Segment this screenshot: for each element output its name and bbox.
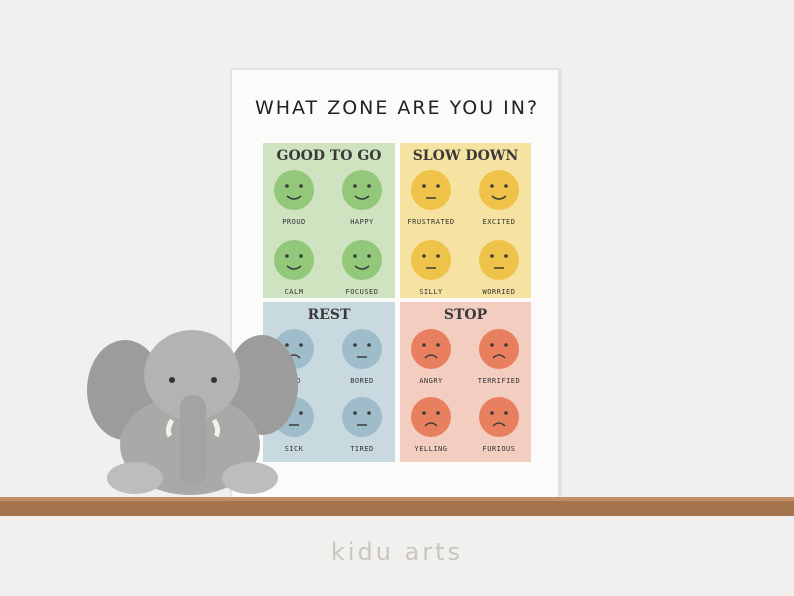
emotion-label: BORED: [350, 377, 374, 385]
face-mouth: [491, 195, 507, 200]
face-mouth: [354, 265, 370, 270]
face: [342, 397, 382, 437]
emotion-label: ANGRY: [419, 377, 443, 385]
face-mouth: [286, 265, 302, 270]
emotion-label: HAPPY: [350, 218, 374, 226]
face: [479, 329, 519, 369]
zone-name: STOP: [444, 307, 488, 323]
face-eye: [490, 184, 494, 188]
emotion-label: WORRIED: [482, 288, 515, 296]
emotion-label: TIRED: [350, 445, 374, 453]
face-eye: [490, 343, 494, 347]
face-eye: [422, 343, 426, 347]
zone-name: GOOD TO GO: [277, 148, 382, 164]
face: [274, 240, 314, 280]
emotion-label: YELLING: [414, 445, 447, 453]
face-eye: [285, 184, 289, 188]
face: [342, 329, 382, 369]
face-eye: [353, 343, 357, 347]
face-mouth: [492, 354, 506, 359]
emotion-label: SILLY: [419, 288, 443, 296]
face: [274, 170, 314, 210]
face-eye: [367, 254, 371, 258]
face: [479, 170, 519, 210]
poster-title: WHAT ZONE ARE YOU IN?: [255, 97, 539, 119]
face-eye: [490, 254, 494, 258]
face-mouth: [492, 422, 506, 427]
emotion-label: TERRIFIED: [478, 377, 520, 385]
face-eye: [285, 343, 289, 347]
face: [411, 329, 451, 369]
face: [342, 170, 382, 210]
face-eye: [422, 411, 426, 415]
face-eye: [353, 254, 357, 258]
face-eye: [299, 411, 303, 415]
face-eye: [299, 343, 303, 347]
face-eye: [490, 411, 494, 415]
emotion-label: FURIOUS: [482, 445, 515, 453]
face-eye: [436, 254, 440, 258]
face-eye: [422, 254, 426, 258]
emotion-label: SICK: [285, 445, 304, 453]
face-eye: [367, 343, 371, 347]
face-eye: [299, 254, 303, 258]
face: [411, 397, 451, 437]
watermark: kidu arts: [331, 538, 463, 566]
emotion-label: EXCITED: [482, 218, 515, 226]
face-eye: [299, 184, 303, 188]
face-eye: [504, 343, 508, 347]
face-eye: [353, 411, 357, 415]
shelf-top: [0, 497, 794, 501]
face-eye: [367, 411, 371, 415]
face: [411, 240, 451, 280]
zone-name: SLOW DOWN: [413, 148, 519, 164]
face-eye: [436, 411, 440, 415]
emotion-label: CALM: [285, 288, 304, 296]
emotion-label: FOCUSED: [345, 288, 378, 296]
face: [479, 240, 519, 280]
face: [479, 397, 519, 437]
face-eye: [436, 343, 440, 347]
face-eye: [285, 254, 289, 258]
face: [342, 240, 382, 280]
elephant-toy: [87, 330, 298, 495]
face-eye: [504, 184, 508, 188]
face-eye: [353, 184, 357, 188]
shelf: [0, 497, 794, 516]
face-eye: [436, 184, 440, 188]
emotion-label: FRUSTRATED: [407, 218, 454, 226]
face-mouth: [424, 354, 438, 359]
face-mouth: [286, 195, 302, 200]
face-eye: [367, 184, 371, 188]
face-eye: [504, 254, 508, 258]
face: [411, 170, 451, 210]
zone-panel: [400, 302, 531, 462]
zone-name: REST: [308, 307, 351, 323]
face-eye: [504, 411, 508, 415]
face-mouth: [354, 195, 370, 200]
zones: GOOD TO GO PROUD HAPPY CALM FOCUSED SLOW DOWN…: [263, 143, 531, 462]
emotion-label: PROUD: [282, 218, 306, 226]
face-eye: [422, 184, 426, 188]
face-mouth: [424, 422, 438, 427]
